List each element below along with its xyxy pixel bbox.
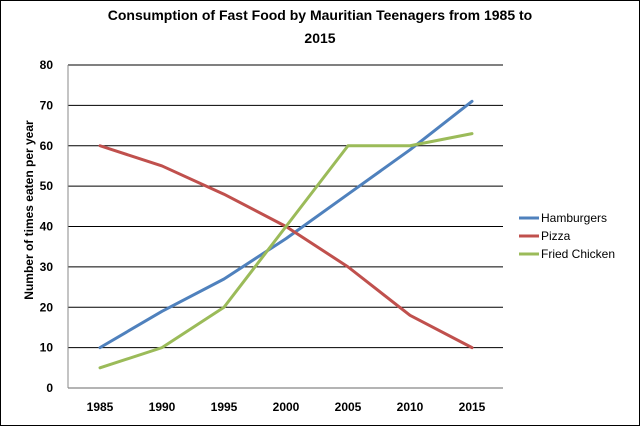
y-tick-label: 80: [40, 58, 54, 72]
y-tick-label: 50: [40, 179, 54, 193]
x-axis-ticks: 1985 1990 1995 2000 2005 2010 2015: [87, 400, 486, 414]
x-tick-label: 1995: [211, 400, 238, 414]
x-tick-label: 1990: [149, 400, 176, 414]
y-tick-label: 30: [40, 260, 54, 274]
y-tick-label: 70: [40, 98, 54, 112]
legend: Hamburgers Pizza Fried Chicken: [519, 211, 615, 261]
series-line-fried-chicken: [98, 132, 474, 370]
chart-title-line-1: Consumption of Fast Food by Mauritian Te…: [108, 7, 532, 23]
y-tick-label: 60: [40, 139, 54, 153]
x-tick-label: 2015: [459, 400, 486, 414]
legend-entry-label: Hamburgers: [541, 211, 607, 225]
chart-title-line-2: 2015: [304, 30, 335, 46]
series-lines: [98, 99, 474, 370]
x-tick-label: 2005: [335, 400, 362, 414]
series-line-hamburgers: [98, 99, 474, 350]
y-tick-label: 0: [46, 381, 53, 395]
y-axis-label: Number of times eaten per year: [22, 120, 36, 300]
y-tick-label: 10: [40, 341, 54, 355]
y-tick-label: 40: [40, 220, 54, 234]
legend-entry-label: Pizza: [541, 229, 571, 243]
y-axis-ticks: 0 10 20 30 40 50 60 70 80: [40, 58, 54, 395]
x-tick-label: 1985: [87, 400, 114, 414]
legend-entry-label: Fried Chicken: [541, 247, 615, 261]
gridlines: [67, 64, 503, 389]
x-tick-label: 2000: [273, 400, 300, 414]
y-tick-label: 20: [40, 300, 54, 314]
series-line-pizza: [98, 144, 474, 350]
x-tick-label: 2010: [397, 400, 424, 414]
